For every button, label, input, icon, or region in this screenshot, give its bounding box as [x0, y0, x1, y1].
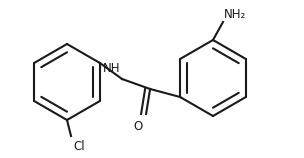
Text: O: O	[133, 120, 143, 133]
Text: Cl: Cl	[73, 140, 85, 153]
Text: NH₂: NH₂	[224, 8, 246, 21]
Text: NH: NH	[102, 62, 120, 75]
